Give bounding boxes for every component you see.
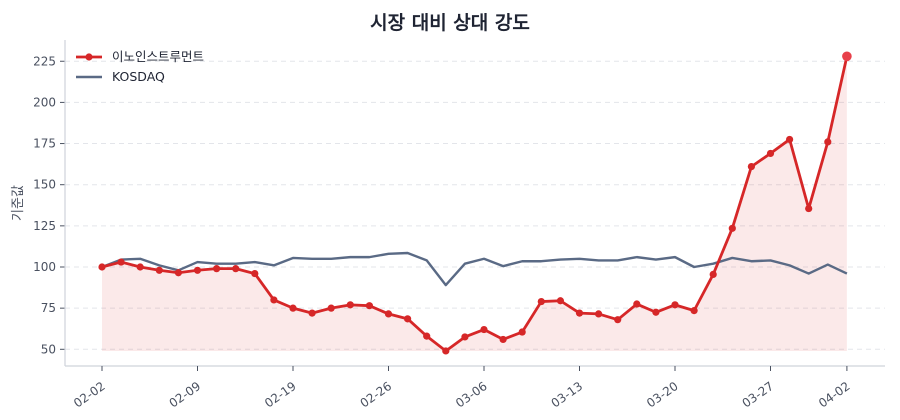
data-point [747, 162, 756, 171]
y-tick-label: 225 [33, 54, 56, 68]
x-tick-label: 03-13 [549, 379, 586, 410]
data-point [98, 263, 106, 271]
data-point [423, 332, 431, 340]
data-point [442, 347, 450, 355]
data-point [786, 135, 794, 144]
data-point [480, 325, 488, 334]
data-point [824, 138, 832, 146]
data-point [499, 335, 507, 344]
data-point [289, 304, 297, 312]
data-point [595, 310, 603, 318]
data-point [842, 51, 852, 62]
data-point [652, 308, 660, 316]
y-tick-label: 200 [33, 95, 56, 109]
legend-label-kosdaq: KOSDAQ [112, 69, 165, 84]
data-point [766, 149, 775, 158]
data-point [728, 224, 736, 232]
chart-title: 시장 대비 상대 강도 [370, 12, 530, 34]
data-point [384, 310, 393, 318]
data-point [232, 265, 240, 273]
data-point [709, 270, 717, 279]
data-point [518, 328, 526, 336]
data-point [193, 266, 202, 274]
data-point [308, 309, 316, 317]
x-tick-label: 02-19 [262, 379, 299, 410]
data-point [174, 269, 182, 277]
data-point [690, 307, 698, 315]
data-point [213, 265, 221, 273]
data-point [614, 316, 622, 324]
data-point [537, 297, 545, 306]
data-point [633, 300, 641, 308]
data-point [155, 266, 163, 274]
y-tick-label: 150 [33, 178, 56, 192]
data-point [117, 258, 125, 266]
x-tick-label: 02-26 [358, 379, 395, 410]
data-point [556, 297, 565, 305]
data-point [327, 304, 335, 312]
data-point [251, 269, 259, 278]
y-tick-label: 125 [33, 219, 56, 233]
stock-line [101, 56, 849, 353]
x-tick-label: 03-27 [740, 379, 777, 410]
legend-label-stock: 이노인스트루먼트 [112, 49, 204, 64]
x-tick-label: 02-02 [71, 379, 108, 410]
data-point [575, 309, 584, 317]
y-tick-label: 75 [41, 301, 56, 315]
y-tick-label: 175 [33, 137, 56, 151]
data-point [270, 296, 278, 304]
data-point [404, 315, 412, 323]
data-point [805, 204, 813, 213]
kosdaq-line [101, 251, 848, 287]
x-tick-label: 02-09 [167, 379, 204, 410]
data-point [461, 333, 469, 341]
x-tick-label: 04-02 [816, 379, 853, 410]
y-axis-label: 기준값 [11, 185, 26, 221]
data-point [346, 301, 354, 309]
x-tick-label: 03-20 [644, 379, 681, 410]
data-point [671, 301, 679, 309]
area-fill [102, 56, 847, 351]
legend-marker-stock [85, 53, 93, 61]
y-tick-label: 100 [33, 260, 56, 274]
y-tick-label: 50 [41, 342, 56, 356]
x-tick-label: 03-06 [453, 379, 490, 410]
data-point [136, 263, 144, 271]
data-point [365, 302, 373, 310]
